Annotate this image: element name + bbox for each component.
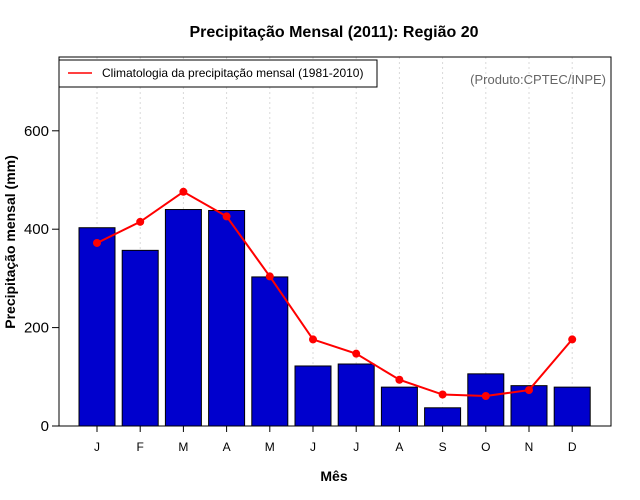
bar-j-0 [78, 227, 116, 427]
x-tick-label: N [525, 440, 534, 454]
x-tick-label: M [265, 440, 275, 454]
bar-m-2 [164, 209, 202, 427]
legend-box [58, 59, 378, 88]
y-tick-label: 600 [24, 123, 49, 140]
y-axis-title: Precipitação mensal (mm) [2, 155, 18, 329]
x-tick-label: M [178, 440, 188, 454]
y-axis: 0 200 400 600 [24, 123, 59, 435]
climatology-point [179, 187, 188, 196]
climatology-point [136, 217, 145, 226]
x-tick-label: F [137, 440, 144, 454]
x-tick-label: J [353, 440, 359, 454]
x-tick-label: J [94, 440, 100, 454]
climatology-point [222, 212, 231, 221]
y-tick-label: 200 [24, 320, 49, 337]
climatology-point [395, 375, 404, 384]
bar-j-6 [337, 363, 375, 427]
climatology-point [438, 390, 447, 399]
climatology-point [265, 272, 274, 281]
chart-title: Precipitação Mensal (2011): Região 20 [189, 24, 478, 41]
y-tick-label: 0 [41, 418, 49, 435]
climatology-point [93, 238, 101, 247]
climatology-point [352, 349, 361, 358]
plot-frame [58, 56, 612, 427]
x-tick-label: D [568, 440, 577, 454]
bar-d-11 [553, 386, 591, 427]
bars [78, 209, 591, 427]
x-tick-label: S [439, 440, 447, 454]
x-tick-label: A [223, 440, 231, 454]
bar-f-1 [121, 249, 159, 427]
climatology-polyline [96, 190, 573, 397]
climatology-point [525, 386, 533, 395]
bar-j-5 [294, 365, 332, 427]
x-axis-title: Mês [320, 468, 347, 484]
bar-a-7 [380, 386, 418, 427]
legend-label: Climatologia da precipitação mensal (198… [102, 66, 363, 80]
legend: Climatologia da precipitação mensal (198… [58, 59, 378, 88]
x-tick-label: O [481, 440, 490, 454]
climatology-line [93, 187, 577, 400]
bar-a-3 [208, 210, 246, 427]
climatology-point [309, 335, 317, 344]
bar-m-4 [251, 276, 289, 427]
credit-text: (Produto:CPTEC/INPE) [470, 72, 606, 87]
bar-s-8 [424, 407, 462, 427]
y-tick-label: 400 [24, 221, 49, 238]
climatology-point [568, 335, 577, 344]
x-tick-label: A [395, 440, 403, 454]
x-tick-label: J [310, 440, 316, 454]
grid [96, 57, 573, 426]
climatology-point [481, 391, 490, 400]
